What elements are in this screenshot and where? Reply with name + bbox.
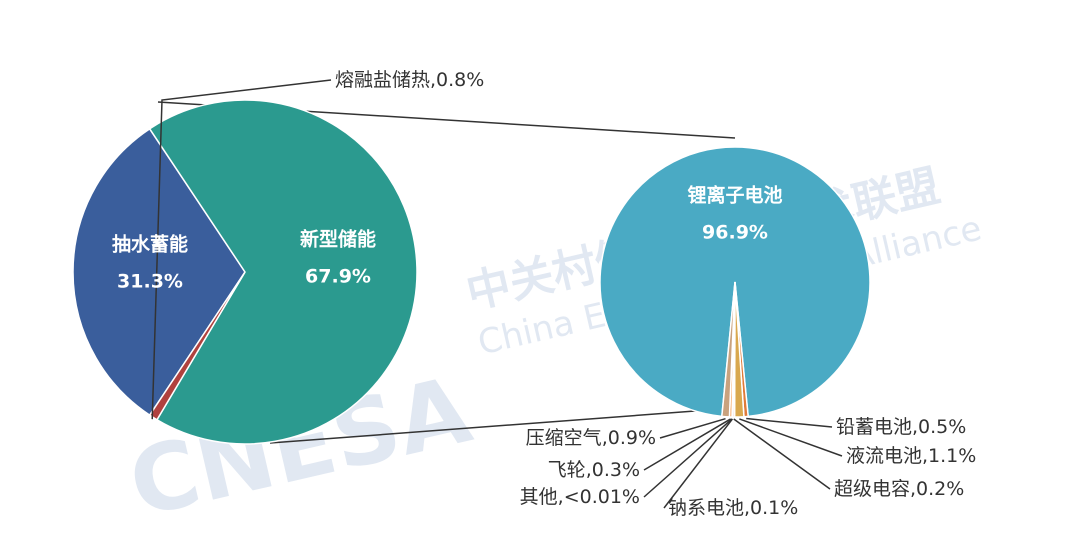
leader-line (643, 418, 733, 498)
slice-category-label: 钠系电池 (668, 497, 744, 519)
slice-label: 飞轮,0.3% (548, 459, 640, 481)
slice-value-label: ,<0.01% (558, 486, 640, 508)
slice-label: 液流电池,1.1% (846, 445, 976, 467)
leader-line (746, 417, 833, 428)
slice-value-label: ,0.3% (586, 459, 640, 481)
pie-slice (721, 281, 736, 418)
slice-value-label: ,0.1% (744, 497, 798, 519)
connector-line (269, 407, 736, 444)
slice-label: 其他,<0.01% (520, 486, 640, 508)
slice-category-label: 铅蓄电池 (836, 416, 912, 438)
pie-slice (148, 271, 246, 421)
slice-label: 压缩空气,0.9% (526, 427, 656, 449)
slice-category-label: 其他 (520, 486, 558, 508)
leader-line (643, 418, 732, 471)
leader-line (663, 418, 734, 509)
slice-label: 超级电容,0.2% (834, 478, 964, 500)
slice-value-label: ,0.9% (602, 427, 656, 449)
slice-category-label: 飞轮 (548, 459, 586, 481)
leader-line (659, 417, 726, 439)
slice-category-label: 锂离子电池 (687, 184, 782, 207)
slice-category-label: 熔融盐储热 (335, 69, 430, 91)
slice-value-label: ,0.2% (910, 478, 964, 500)
slice-value-label: ,0.8% (430, 69, 484, 91)
slice-category-label: 液流电池 (846, 445, 922, 467)
slice-label: 熔融盐储热,0.8% (335, 69, 484, 91)
slice-category-label: 新型储能 (300, 228, 376, 251)
slice-category-label: 抽水蓄能 (112, 233, 188, 256)
slice-value-label: ,0.5% (912, 416, 966, 438)
leader-line (739, 418, 843, 457)
slice-value-label: 96.9% (702, 222, 768, 244)
slice-label: 钠系电池,0.1% (668, 497, 798, 519)
slice-category-label: 超级电容 (834, 478, 910, 500)
pie-slice (599, 146, 871, 418)
leader-line (151, 79, 332, 420)
slice-category-label: 压缩空气 (526, 427, 602, 449)
slice-value-label: 31.3% (117, 271, 183, 293)
slice-value-label: 67.9% (305, 266, 371, 288)
slice-value-label: ,1.1% (922, 445, 976, 467)
pie-slice (72, 127, 246, 417)
pie-slice (148, 99, 418, 445)
slice-label: 铅蓄电池,0.5% (836, 416, 966, 438)
leader-line (733, 418, 831, 490)
